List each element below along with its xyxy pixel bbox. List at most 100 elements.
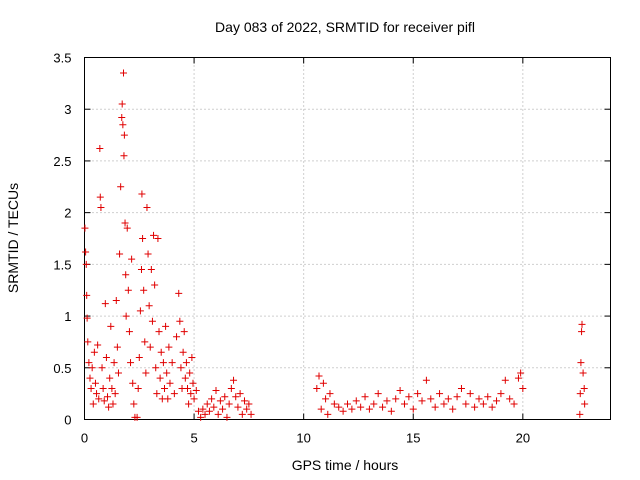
data-point [221,393,229,401]
x-axis-title: GPS time / hours [292,457,399,473]
data-point [247,410,255,418]
data-point [111,390,119,398]
data-point [101,300,109,308]
data-point [514,374,522,382]
data-point [189,379,197,387]
data-point [170,390,178,398]
data-point [227,384,235,392]
data-point [107,322,115,330]
data-point [82,248,90,256]
data-point [466,390,474,398]
data-point [348,405,356,413]
x-tick-label: 20 [516,431,530,446]
data-point [324,410,332,418]
data-point [129,379,137,387]
data-point [90,348,98,356]
data-point [510,400,518,408]
data-point [188,353,196,361]
data-point [185,400,193,408]
data-point [462,400,470,408]
data-point [197,413,205,421]
data-point [484,393,492,401]
data-point [124,286,132,294]
data-point [422,376,430,384]
data-point [374,390,382,398]
data-point [212,387,220,395]
data-point [120,152,128,160]
data-point [192,387,200,395]
y-tick-label: 0.5 [53,361,71,376]
data-point [409,405,417,413]
data-point [157,348,165,356]
data-point [245,400,253,408]
data-point [108,384,116,392]
data-point [216,397,224,405]
y-tick-label: 0 [64,413,71,428]
data-point [82,260,90,268]
data-point [501,376,509,384]
data-points [81,69,589,421]
data-point [210,403,218,411]
data-point [120,69,128,77]
data-point [165,343,173,351]
data-point [322,395,330,403]
data-point [84,338,92,346]
data-point [118,100,126,108]
y-axis-title: SRMTID / TECUs [5,183,21,293]
data-point [234,403,242,411]
data-point [116,250,124,258]
data-point [519,384,527,392]
data-point [120,131,128,139]
data-point [319,379,327,387]
data-point [414,390,422,398]
y-tick-label: 1.5 [53,257,71,272]
data-point [125,328,133,336]
data-point [214,410,222,418]
data-point [232,393,240,401]
data-point [154,235,162,242]
data-point [113,343,121,351]
data-point [576,390,584,398]
data-point [88,364,96,372]
data-point [203,400,211,408]
data-point [344,400,351,408]
data-point [493,397,501,405]
data-point [578,328,586,336]
data-point [121,219,129,227]
data-point [166,379,174,387]
data-point [180,328,188,336]
data-point [517,369,525,377]
data-point [93,390,101,398]
data-point [431,403,439,411]
data-point [150,231,158,239]
data-point [453,393,461,401]
data-point [449,405,457,413]
data-point [109,400,117,408]
data-point [208,395,216,403]
data-point [147,266,155,274]
data-point [179,348,187,356]
data-point [190,395,198,403]
data-point [330,400,338,408]
data-point [99,384,107,392]
data-point [160,384,168,392]
y-tick-label: 2.5 [53,154,71,169]
data-point [139,235,147,242]
data-point [580,384,588,392]
data-point [127,359,135,367]
data-point [497,390,505,398]
data-point [577,359,585,367]
data-point [114,369,122,377]
data-point [506,395,514,403]
data-point [140,286,148,294]
data-point [146,343,154,351]
y-tick-label: 3.5 [53,51,71,66]
data-point [177,364,185,372]
data-point [238,410,246,418]
data-point [102,353,110,361]
data-point [144,250,152,258]
data-point [142,369,150,377]
data-point [162,322,170,330]
data-point [182,359,190,367]
